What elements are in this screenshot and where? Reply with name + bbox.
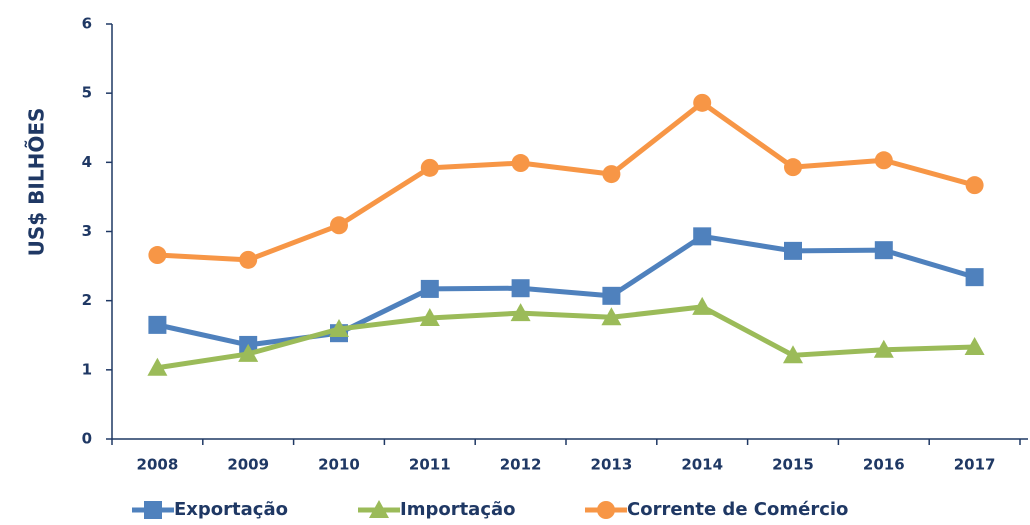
marker [511, 279, 530, 298]
marker [873, 339, 894, 358]
y-tick-label: 3 [82, 222, 92, 240]
legend-label: Corrente de Comércio [627, 499, 848, 520]
marker [144, 501, 162, 519]
marker [964, 337, 985, 356]
x-tick-label: 2012 [500, 456, 542, 474]
marker [783, 345, 803, 364]
marker [784, 241, 802, 260]
marker [419, 307, 440, 326]
marker [147, 357, 168, 376]
x-tick-label: 2013 [591, 456, 633, 474]
marker [330, 216, 348, 235]
y-tick-label: 0 [82, 430, 92, 448]
y-axis-label: US$ BILHÕES [25, 108, 49, 257]
marker [597, 501, 615, 519]
marker [510, 303, 531, 322]
series-line [157, 304, 975, 371]
marker [874, 241, 893, 260]
marker [602, 286, 621, 305]
legend-label: Importação [400, 499, 516, 520]
marker [148, 315, 167, 334]
y-tick-label: 5 [82, 84, 92, 102]
x-tick-label: 2017 [954, 456, 996, 474]
marker [369, 500, 389, 518]
marker [965, 268, 984, 287]
marker [238, 343, 259, 362]
marker [420, 279, 439, 298]
series-line [156, 233, 976, 348]
marker [148, 246, 167, 265]
x-tick-label: 2009 [227, 456, 269, 474]
marker [511, 154, 530, 173]
legend-label: Exportação [174, 499, 288, 520]
marker [692, 296, 713, 315]
x-tick-label: 2016 [863, 456, 905, 474]
marker [874, 151, 893, 170]
x-tick-label: 2010 [318, 456, 360, 474]
y-tick-label: 1 [82, 360, 92, 378]
x-tick-label: 2008 [137, 456, 179, 474]
y-tick-label: 6 [82, 15, 92, 33]
marker [601, 307, 622, 326]
marker [965, 176, 984, 195]
marker [693, 227, 712, 246]
y-tick-label: 2 [82, 291, 92, 309]
marker [602, 165, 621, 184]
x-tick-label: 2014 [681, 456, 723, 474]
marker [239, 250, 258, 269]
y-tick-label: 4 [82, 153, 92, 171]
marker [693, 93, 712, 112]
marker [329, 319, 349, 338]
marker [420, 158, 439, 177]
marker [784, 158, 802, 177]
x-tick-label: 2011 [409, 456, 451, 474]
x-tick-label: 2015 [772, 456, 814, 474]
series-line [157, 100, 976, 263]
